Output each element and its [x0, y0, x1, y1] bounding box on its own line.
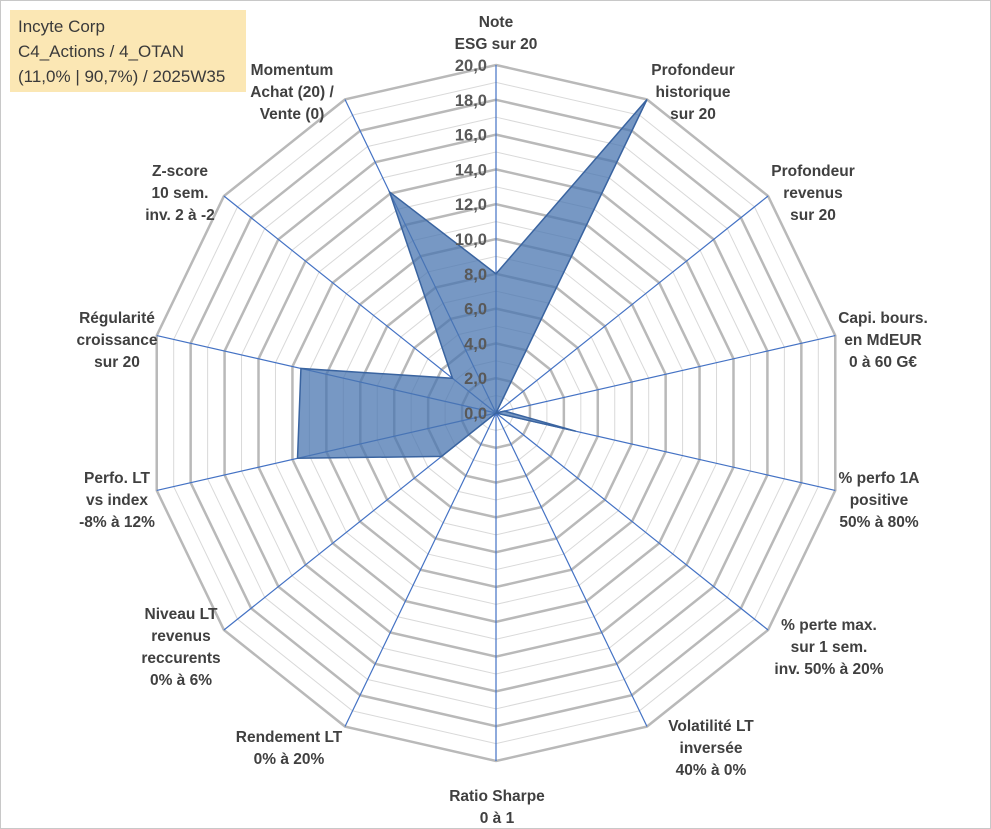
axis-label-line: positive [850, 492, 909, 509]
axis-label-line: 40% à 0% [676, 762, 747, 779]
tick-label: 0,0 [464, 405, 487, 423]
tick-label: 16,0 [455, 127, 487, 145]
axis-label-line: reccurents [141, 650, 220, 667]
axis-label: Note ESG sur 20 [455, 14, 538, 53]
axis-label-line: croissance [77, 332, 158, 349]
axis-label: Capi. bours. en MdEUR 0 à 60 G€ [838, 310, 928, 371]
tick-label: 8,0 [464, 266, 487, 284]
tick-label: 4,0 [464, 335, 487, 353]
axis-label-line: vs index [86, 492, 148, 509]
title-category: C4_Actions / 4_OTAN [18, 42, 184, 61]
tick-label: 18,0 [455, 92, 487, 110]
axis-label-line: revenus [151, 628, 210, 645]
axis-label-line: sur 20 [670, 106, 716, 123]
axis-label-line: Z-score [152, 163, 208, 180]
axis-spoke [495, 412, 769, 631]
axis-label-line: Momentum [251, 62, 334, 79]
axis-label-line: Niveau LT [145, 606, 218, 623]
axis-label: Perfo. LT vs index -8% à 12% [79, 470, 155, 531]
axis-label-line: sur 20 [94, 354, 140, 371]
tick-label: 2,0 [464, 370, 487, 388]
axis-label-line: Achat (20) / [250, 84, 334, 101]
axis-label: Momentum Achat (20) / Vente (0) [250, 62, 334, 123]
axis-label: Régularité croissance sur 20 [77, 310, 158, 371]
tick-label: 10,0 [455, 231, 487, 249]
series-area [296, 98, 648, 460]
axis-label-line: Vente (0) [260, 106, 325, 123]
axis-label-line: 50% à 80% [839, 514, 918, 531]
axis-label: Volatilité LT inversée 40% à 0% [668, 718, 754, 779]
axis-label: Ratio Sharpe 0 à 1 [449, 788, 545, 827]
chart-title-box: Incyte Corp C4_Actions / 4_OTAN (11,0% |… [10, 10, 246, 92]
axis-label-line: inversée [680, 740, 743, 757]
axis-label-line: 0% à 6% [150, 672, 212, 689]
axis-label: Niveau LT revenus reccurents 0% à 6% [141, 606, 220, 689]
axis-label-line: sur 1 sem. [791, 639, 868, 656]
axis-label-line: % perfo 1A [839, 470, 920, 487]
tick-label: 6,0 [464, 301, 487, 319]
axis-spoke [495, 195, 769, 414]
axis-label-line: Volatilité LT [668, 718, 754, 735]
tick-label: 14,0 [455, 161, 487, 179]
axis-label: Profondeur historique sur 20 [651, 62, 735, 123]
axis-label-line: % perte max. [781, 617, 877, 634]
axis-label: Profondeur revenus sur 20 [771, 163, 855, 224]
axis-label: % perfo 1A positive 50% à 80% [839, 470, 920, 531]
axis-label-line: Régularité [79, 310, 155, 327]
title-stats: (11,0% | 90,7%) / 2025W35 [18, 67, 226, 86]
axis-label-line: -8% à 12% [79, 514, 155, 531]
axis-label-line: Capi. bours. [838, 310, 928, 327]
axis-label-line: 10 sem. [152, 185, 209, 202]
axis-label-line: 0% à 20% [254, 751, 325, 768]
data-series [296, 98, 648, 460]
axis-label-line: Rendement LT [236, 729, 343, 746]
tick-label: 12,0 [455, 196, 487, 214]
axis-label-line: historique [656, 84, 731, 101]
axis-label: % perte max. sur 1 sem. inv. 50% à 20% [774, 617, 883, 678]
axis-label: Rendement LT 0% à 20% [236, 729, 343, 768]
axis-label: Z-score 10 sem. inv. 2 à -2 [145, 163, 215, 224]
axis-spoke [495, 412, 648, 727]
axis-label-line: ESG sur 20 [455, 36, 538, 53]
title-company: Incyte Corp [18, 17, 105, 36]
axis-labels: Note ESG sur 20 Profondeur historique sur 20… [77, 14, 928, 827]
axis-label-line: Perfo. LT [84, 470, 151, 487]
axis-label-line: inv. 2 à -2 [145, 207, 215, 224]
axis-spoke [223, 195, 497, 414]
axis-label-line: 0 à 1 [480, 810, 515, 827]
tick-label: 20,0 [455, 57, 487, 75]
axis-label-line: 0 à 60 G€ [849, 354, 917, 371]
axis-label-line: Ratio Sharpe [449, 788, 545, 805]
axis-label-line: Note [479, 14, 514, 31]
axis-label-line: inv. 50% à 20% [774, 661, 883, 678]
axis-label-line: Profondeur [771, 163, 855, 180]
axis-label-line: en MdEUR [844, 332, 922, 349]
axis-label-line: sur 20 [790, 207, 836, 224]
axis-label-line: Profondeur [651, 62, 735, 79]
tick-labels: 0,0 2,0 4,0 6,0 8,0 10,0 12,0 14,0 16,0 18,0 20,0 [455, 57, 487, 423]
axis-spoke [344, 412, 497, 727]
axis-label-line: revenus [783, 185, 842, 202]
axis-spoke [495, 334, 836, 414]
